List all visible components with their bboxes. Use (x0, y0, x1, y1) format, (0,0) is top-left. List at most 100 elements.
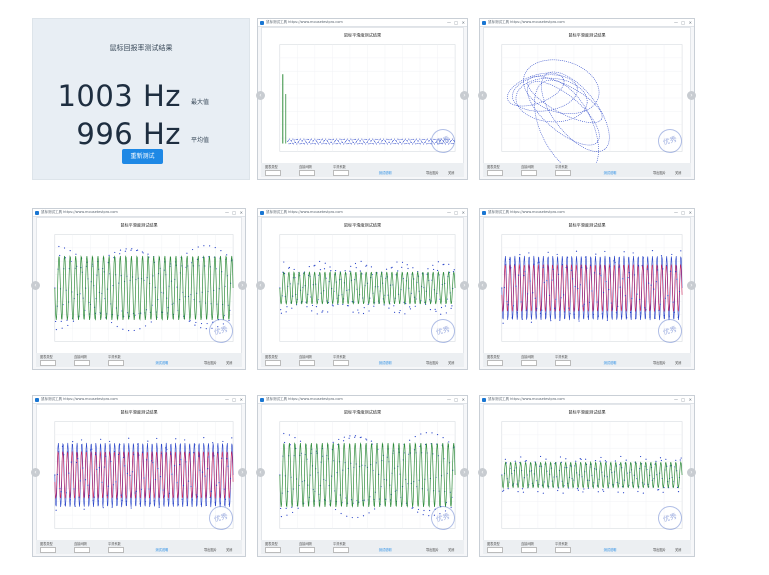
maximize-icon[interactable]: □ (454, 20, 458, 25)
close-button[interactable]: 关闭 (448, 171, 455, 175)
close-button[interactable]: 关闭 (448, 548, 455, 552)
minimize-icon[interactable]: — (447, 210, 451, 215)
control-select[interactable] (555, 360, 571, 366)
control-select[interactable] (265, 360, 281, 366)
control-select[interactable] (333, 360, 349, 366)
control-select[interactable] (487, 170, 503, 176)
next-arrow-icon[interactable]: › (460, 91, 469, 100)
control-select[interactable] (555, 547, 571, 553)
export-button[interactable]: 导出图片 (204, 361, 217, 365)
data-point (365, 438, 367, 440)
close-button[interactable]: 关闭 (448, 361, 455, 365)
control-select[interactable] (333, 170, 349, 176)
prev-arrow-icon[interactable]: ‹ (256, 281, 265, 290)
close-icon[interactable]: ✕ (461, 20, 465, 25)
minimize-icon[interactable]: — (447, 397, 451, 402)
control-select[interactable] (265, 547, 281, 553)
data-point (428, 515, 430, 517)
next-arrow-icon[interactable]: › (687, 91, 696, 100)
maximize-icon[interactable]: □ (232, 397, 236, 402)
data-point (408, 138, 410, 140)
export-button[interactable]: 导出图片 (653, 361, 666, 365)
data-point (437, 261, 439, 263)
minimize-icon[interactable]: — (447, 20, 451, 25)
minimize-icon[interactable]: — (674, 20, 678, 25)
maximize-icon[interactable]: □ (454, 210, 458, 215)
window-url: 鼠标测试工具 https://www.mousetestpro.com (488, 20, 565, 24)
close-button[interactable]: 关闭 (675, 361, 682, 365)
control-select[interactable] (299, 547, 315, 553)
control-select[interactable] (333, 547, 349, 553)
close-icon[interactable]: ✕ (688, 397, 692, 402)
close-icon[interactable]: ✕ (688, 210, 692, 215)
export-button[interactable]: 导出图片 (653, 171, 666, 175)
data-point (316, 141, 318, 143)
prev-arrow-icon[interactable]: ‹ (31, 468, 40, 477)
control-select[interactable] (487, 547, 503, 553)
maximize-icon[interactable]: □ (681, 20, 685, 25)
control-select[interactable] (299, 170, 315, 176)
prev-arrow-icon[interactable]: ‹ (478, 468, 487, 477)
data-point (83, 508, 85, 510)
control-select[interactable] (555, 170, 571, 176)
maximize-icon[interactable]: □ (232, 210, 236, 215)
control-select[interactable] (74, 547, 90, 553)
minimize-icon[interactable]: — (225, 397, 229, 402)
close-button[interactable]: 关闭 (226, 361, 233, 365)
export-button[interactable]: 导出图片 (426, 361, 439, 365)
next-arrow-icon[interactable]: › (238, 468, 247, 477)
control-select[interactable] (521, 360, 537, 366)
close-icon[interactable]: ✕ (239, 397, 243, 402)
close-icon[interactable]: ✕ (239, 210, 243, 215)
next-arrow-icon[interactable]: › (687, 281, 696, 290)
control-select[interactable] (299, 360, 315, 366)
prev-arrow-icon[interactable]: ‹ (478, 91, 487, 100)
retest-button[interactable]: 重新测试 (122, 149, 163, 164)
prev-arrow-icon[interactable]: ‹ (478, 281, 487, 290)
help-link[interactable]: 测试说明 (603, 361, 617, 365)
control-select[interactable] (265, 170, 281, 176)
help-link[interactable]: 测试说明 (378, 171, 392, 175)
minimize-icon[interactable]: — (225, 210, 229, 215)
close-icon[interactable]: ✕ (461, 210, 465, 215)
close-button[interactable]: 关闭 (675, 548, 682, 552)
control-select[interactable] (487, 360, 503, 366)
help-link[interactable]: 测试说明 (155, 548, 169, 552)
maximize-icon[interactable]: □ (681, 397, 685, 402)
control-bar: 图表类型 连接间隔 平滑系数 测试说明 导出图片 关闭 (483, 540, 691, 554)
next-arrow-icon[interactable]: › (238, 281, 247, 290)
control-select[interactable] (108, 547, 124, 553)
maximize-icon[interactable]: □ (454, 397, 458, 402)
next-arrow-icon[interactable]: › (460, 468, 469, 477)
control-select[interactable] (40, 360, 56, 366)
close-button[interactable]: 关闭 (675, 171, 682, 175)
close-icon[interactable]: ✕ (688, 20, 692, 25)
control-select[interactable] (521, 170, 537, 176)
help-link[interactable]: 测试说明 (155, 361, 169, 365)
control-select[interactable] (40, 547, 56, 553)
prev-arrow-icon[interactable]: ‹ (256, 91, 265, 100)
data-point (397, 138, 399, 140)
prev-arrow-icon[interactable]: ‹ (31, 281, 40, 290)
help-link[interactable]: 测试说明 (603, 171, 617, 175)
data-point (520, 301, 522, 303)
prev-arrow-icon[interactable]: ‹ (256, 468, 265, 477)
export-button[interactable]: 导出图片 (653, 548, 666, 552)
control-select[interactable] (521, 547, 537, 553)
next-arrow-icon[interactable]: › (687, 468, 696, 477)
export-button[interactable]: 导出图片 (426, 548, 439, 552)
close-icon[interactable]: ✕ (461, 397, 465, 402)
minimize-icon[interactable]: — (674, 397, 678, 402)
next-arrow-icon[interactable]: › (460, 281, 469, 290)
help-link[interactable]: 测试说明 (378, 548, 392, 552)
minimize-icon[interactable]: — (674, 210, 678, 215)
export-button[interactable]: 导出图片 (204, 548, 217, 552)
control-select[interactable] (108, 360, 124, 366)
close-button[interactable]: 关闭 (226, 548, 233, 552)
export-button[interactable]: 导出图片 (426, 171, 439, 175)
help-link[interactable]: 测试说明 (603, 548, 617, 552)
data-point (348, 437, 350, 439)
help-link[interactable]: 测试说明 (378, 361, 392, 365)
maximize-icon[interactable]: □ (681, 210, 685, 215)
control-select[interactable] (74, 360, 90, 366)
